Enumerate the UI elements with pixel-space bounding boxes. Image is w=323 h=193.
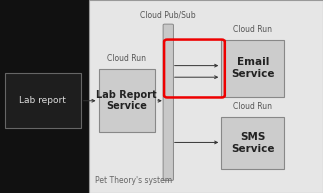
FancyBboxPatch shape [163, 24, 173, 180]
Text: Cloud Run: Cloud Run [233, 102, 272, 111]
FancyBboxPatch shape [89, 0, 323, 193]
Text: Cloud Pub/Sub: Cloud Pub/Sub [141, 10, 196, 19]
Text: Cloud Run: Cloud Run [107, 54, 146, 63]
FancyBboxPatch shape [5, 73, 81, 128]
FancyBboxPatch shape [99, 69, 155, 132]
Text: Email
Service: Email Service [231, 57, 275, 79]
FancyBboxPatch shape [221, 40, 284, 96]
Text: Cloud Run: Cloud Run [233, 25, 272, 34]
Text: Pet Theory's system: Pet Theory's system [95, 176, 172, 185]
Text: Lab report: Lab report [19, 96, 66, 105]
Text: SMS
Service: SMS Service [231, 132, 275, 154]
Text: Lab Report
Service: Lab Report Service [97, 90, 157, 111]
FancyBboxPatch shape [221, 117, 284, 169]
